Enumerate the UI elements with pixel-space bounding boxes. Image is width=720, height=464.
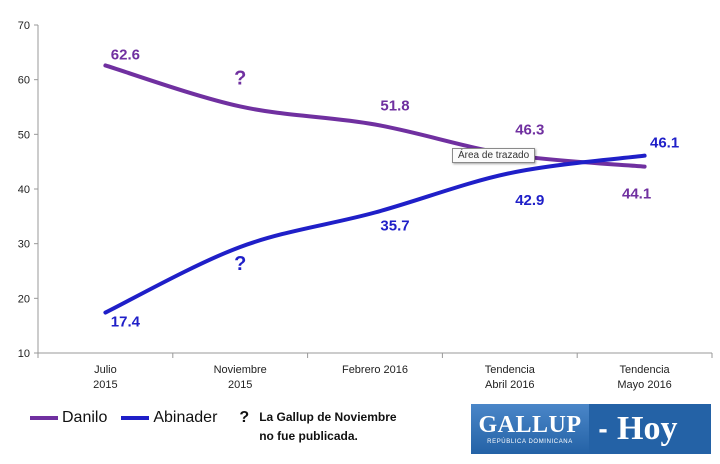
logo-separator: - — [589, 404, 617, 454]
y-tick-label: 40 — [18, 184, 30, 196]
y-tick-label: 50 — [18, 129, 30, 141]
x-tick-label: Tendencia — [485, 364, 536, 376]
legend-item-danilo[interactable]: Danilo — [30, 408, 107, 428]
plot-area-tooltip: Área de trazado — [452, 148, 536, 163]
y-tick-label: 10 — [18, 348, 30, 360]
gallup-logo: GALLUP REPÚBLICA DOMINICANA — [471, 404, 589, 454]
note-line-2: no fue publicada. — [259, 429, 358, 443]
legend: Danilo Abinader ? La Gallup de Noviembre… — [30, 408, 397, 446]
hoy-logo: Hoy — [617, 404, 711, 454]
data-label-abinader: 42.9 — [515, 192, 544, 209]
x-axis-ticks: Julio 2015 Noviembre 2015 Febrero 2016 Tenden… — [37, 353, 713, 391]
series-line-abinader — [103, 153, 647, 315]
x-tick-label: Abril 2016 — [485, 379, 535, 391]
gallup-subtitle: REPÚBLICA DOMINICANA — [487, 439, 573, 445]
legend-item-abinader[interactable]: Abinader — [121, 408, 217, 428]
series-lines — [103, 63, 647, 315]
data-label-abinader: 35.7 — [380, 218, 409, 235]
legend-label-abinader: Abinader — [153, 409, 218, 426]
data-label-abinader: 46.1 — [650, 135, 679, 152]
x-tick-label: Tendencia — [620, 364, 671, 376]
legend-swatch-abinader — [121, 416, 150, 420]
note-line-1: La Gallup de Noviembre — [259, 410, 397, 424]
legend-label-danilo: Danilo — [62, 409, 108, 426]
publication-note: ? La Gallup de Noviembre no fue publicad… — [239, 408, 396, 446]
x-tick-label: Julio — [94, 364, 117, 376]
series-line-danilo — [103, 63, 647, 169]
gallup-hoy-logo: GALLUP REPÚBLICA DOMINICANA - Hoy — [471, 404, 711, 454]
data-label-abinader: ? — [234, 253, 246, 275]
x-tick-label: 2015 — [228, 379, 252, 391]
y-axis-ticks: 10 20 30 40 50 60 70 — [18, 20, 38, 360]
data-label-danilo: 44.1 — [622, 186, 651, 203]
data-label-danilo: 51.8 — [380, 97, 409, 114]
y-tick-label: 30 — [18, 239, 30, 251]
x-tick-label: Febrero 2016 — [342, 364, 408, 376]
question-mark-icon: ? — [239, 409, 250, 426]
line-chart: 10 20 30 40 50 60 70 Julio 2015 Noviembre 2015 Feb… — [18, 20, 713, 391]
y-tick-label: 20 — [18, 293, 30, 305]
data-label-danilo: 46.3 — [515, 122, 544, 139]
data-label-danilo: ? — [234, 67, 246, 89]
data-label-abinader: 17.4 — [111, 314, 141, 331]
y-tick-label: 60 — [18, 75, 30, 87]
y-tick-label: 70 — [18, 20, 30, 32]
gallup-wordmark: GALLUP — [478, 412, 582, 438]
x-tick-label: Noviembre — [214, 364, 267, 376]
x-tick-label: Mayo 2016 — [617, 379, 671, 391]
x-tick-label: 2015 — [93, 379, 117, 391]
data-labels: 62.6? 51.8 46.3 44.1 17.4? 35.7 42.9 46.1 — [111, 46, 679, 330]
legend-swatch-danilo — [30, 416, 58, 420]
data-label-danilo: 62.6 — [111, 46, 140, 63]
